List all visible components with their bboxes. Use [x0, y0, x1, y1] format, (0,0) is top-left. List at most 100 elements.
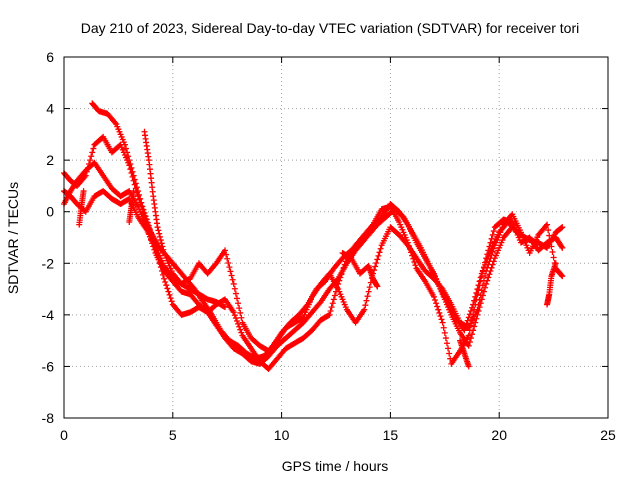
data-point [162, 278, 169, 285]
data-point [550, 254, 557, 261]
data-point [126, 157, 133, 164]
data-point [88, 153, 95, 160]
data-point [157, 264, 164, 271]
series-6 [339, 249, 381, 290]
data-point [233, 317, 240, 324]
data-point [486, 250, 493, 257]
data-point [133, 184, 140, 191]
data-point [404, 239, 411, 246]
data-point [229, 276, 236, 283]
series-5 [141, 128, 229, 311]
data-point [483, 258, 490, 265]
data-point [129, 168, 136, 175]
chart-title: Day 210 of 2023, Sidereal Day-to-day VTE… [81, 20, 580, 36]
data-point [161, 275, 168, 282]
data-point [559, 224, 566, 231]
data-point [235, 300, 242, 307]
data-point [123, 145, 130, 152]
data-point [141, 210, 148, 217]
data-point [145, 222, 152, 229]
data-point [155, 256, 162, 263]
data-point [436, 309, 443, 316]
data-point [231, 285, 238, 292]
data-point [225, 259, 232, 266]
data-point [121, 141, 128, 148]
data-point [365, 288, 372, 295]
data-point [154, 224, 161, 231]
data-point [140, 206, 147, 213]
data-point [472, 293, 479, 300]
data-point [489, 231, 496, 238]
data-point [549, 249, 556, 256]
data-point [469, 304, 475, 311]
data-point [231, 312, 238, 319]
data-point [409, 252, 416, 259]
data-point [470, 301, 477, 308]
data-point [222, 247, 229, 254]
data-point [471, 297, 478, 304]
data-point [483, 280, 490, 287]
data-point [226, 264, 233, 271]
data-point [363, 297, 370, 304]
data-point [558, 272, 565, 279]
data-point [434, 303, 441, 310]
data-point [441, 329, 448, 336]
data-point [127, 161, 134, 168]
data-point [335, 280, 342, 287]
data-point [223, 251, 230, 258]
data-point [546, 232, 553, 239]
data-point [462, 324, 469, 331]
data-point [238, 314, 245, 321]
data-point [461, 327, 468, 334]
data-point [366, 284, 373, 291]
y-tick-label: 2 [46, 152, 54, 168]
plot-frame [63, 56, 609, 419]
data-point [339, 268, 346, 275]
data-point [160, 271, 167, 278]
series-10 [126, 188, 137, 226]
data-point [329, 300, 336, 307]
axis-layer: 0 5 10 15 20 25 -8 -6 -4 -2 0 2 4 6 [42, 49, 616, 443]
data-point [408, 249, 415, 256]
data-point [233, 295, 240, 302]
series-8 [544, 260, 559, 308]
y-axis-title: SDTVAR / TECUs [5, 182, 21, 294]
data-point [156, 260, 163, 267]
data-point [338, 271, 345, 278]
data-point [467, 322, 474, 329]
data-point [155, 227, 162, 234]
data-point [376, 249, 383, 256]
data-point [237, 326, 244, 333]
data-point [165, 288, 172, 295]
data-point [138, 199, 145, 206]
data-point [484, 256, 491, 263]
data-point [167, 295, 174, 302]
data-point [466, 311, 473, 318]
data-point [131, 176, 138, 183]
data-point [157, 233, 164, 240]
series-9 [76, 188, 87, 228]
data-point [235, 320, 242, 327]
x-axis-title: GPS time / hours [282, 458, 389, 474]
data-point [559, 273, 566, 280]
data-point [479, 267, 486, 274]
data-point [375, 252, 382, 259]
x-tick-label: 20 [491, 427, 507, 443]
data-point [478, 270, 485, 277]
data-point [154, 252, 161, 259]
y-tick-label: 0 [46, 204, 54, 220]
data-point [334, 284, 341, 291]
data-point [157, 237, 164, 244]
data-point [482, 261, 489, 268]
data-point [432, 297, 439, 304]
data-point [136, 191, 143, 198]
data-point [237, 309, 244, 316]
data-point [364, 293, 371, 300]
data-point [372, 263, 379, 270]
data-layer [61, 100, 566, 373]
data-point [87, 157, 94, 164]
data-point [513, 229, 520, 236]
data-point [544, 221, 551, 228]
data-point [411, 258, 418, 265]
data-point [477, 274, 484, 281]
